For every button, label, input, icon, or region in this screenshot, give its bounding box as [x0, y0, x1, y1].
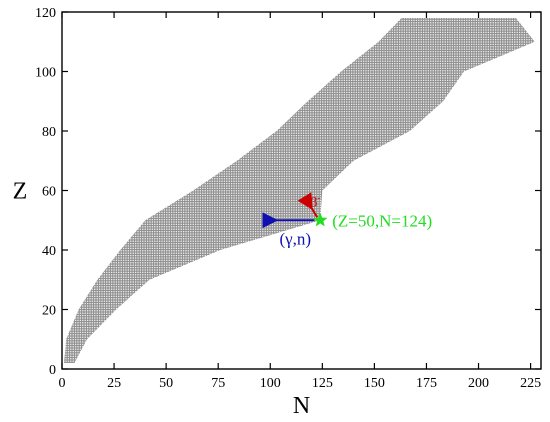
nuclide-region [64, 17, 535, 364]
y-tick-label: 40 [42, 244, 56, 259]
y-axis-ticks: 0 20 40 60 80 100 120 [35, 6, 541, 378]
y-tick-label: 60 [42, 185, 56, 200]
x-axis-title: N [293, 393, 310, 419]
x-tick-label: 200 [468, 376, 489, 391]
beta-decay-arrow [297, 192, 319, 218]
x-tick-label: 75 [211, 376, 225, 391]
decay-label-superscript: - [317, 192, 320, 202]
highlight-star-marker [312, 212, 328, 227]
x-tick-label: 175 [416, 376, 437, 391]
x-tick-label: 150 [364, 376, 385, 391]
x-tick-label: 125 [312, 376, 333, 391]
y-tick-label: 0 [49, 363, 56, 378]
capture-label: (γ,n) [279, 229, 311, 248]
highlight-point-label: (Z=50,N=124) [332, 211, 432, 230]
decay-label-base: β [310, 195, 317, 210]
y-tick-label: 120 [35, 6, 56, 21]
x-tick-label: 0 [59, 376, 66, 391]
y-tick-label: 80 [42, 125, 56, 140]
y-axis-title: Z [13, 179, 28, 205]
y-tick-label: 100 [35, 66, 56, 81]
x-axis-ticks: 0 25 50 75 100 125 150 175 200 225 [59, 12, 541, 391]
x-tick-label: 50 [159, 376, 173, 391]
y-tick-label: 20 [42, 304, 56, 319]
x-tick-label: 225 [520, 376, 541, 391]
x-tick-label: 100 [260, 376, 281, 391]
decay-label: β- [310, 192, 320, 210]
x-tick-label: 25 [107, 376, 121, 391]
